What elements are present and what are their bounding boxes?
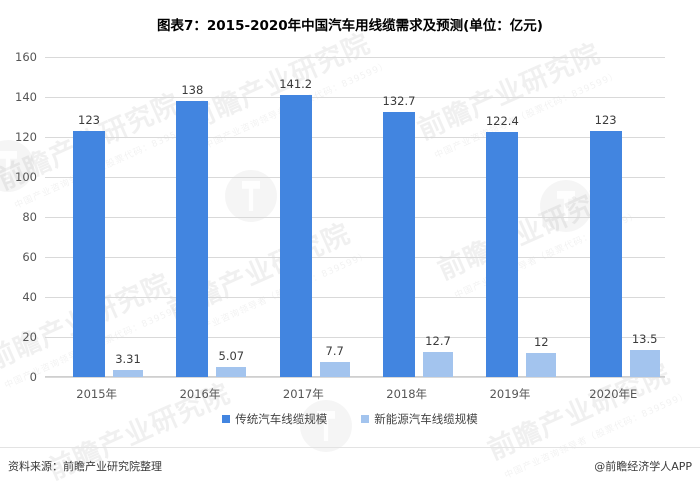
page-title: 图表7：2015-2020年中国汽车用线缆需求及预测(单位：亿元)	[157, 18, 543, 34]
gridline	[45, 377, 665, 378]
x-axis-tick-label: 2016年	[179, 387, 221, 401]
bar-group: 123 3.31	[45, 57, 148, 377]
gridline	[45, 257, 665, 258]
chart-legend: 传统汽车线缆规模 新能源汽车线缆规模	[0, 411, 700, 427]
x-axis-tick-cell: 2020年E	[562, 0, 665, 410]
x-axis-tick-label: 2019年	[489, 387, 531, 401]
bar[interactable]	[629, 350, 660, 377]
legend-item[interactable]: 传统汽车线缆规模	[222, 411, 327, 427]
bar-value-label: 7.7	[325, 343, 344, 358]
bar-value-label: 141.2	[279, 76, 313, 91]
bar-groups: 123 3.31 138 5.07 141.2 7.7 132.7 12.7 122.4 12 12…	[45, 57, 665, 377]
y-axis-tick-label: 0	[29, 370, 37, 384]
bar[interactable]	[589, 131, 622, 377]
bar-value-label: 123	[78, 113, 100, 127]
bar-value-label: 122.4	[485, 114, 519, 129]
y-axis-tick-label: 160	[15, 50, 37, 64]
x-axis-tick-label: 2018年	[386, 387, 428, 401]
gridline	[45, 297, 665, 298]
bar[interactable]	[176, 101, 209, 377]
bar[interactable]	[279, 94, 312, 377]
attribution-text: @前瞻经济学人APP	[594, 460, 692, 473]
x-axis-tick-label: 2020年E	[589, 387, 638, 401]
y-axis-tick-label: 60	[22, 250, 37, 264]
x-axis-tick-cell: 2016年	[148, 0, 251, 410]
bar-value-label: 132.7	[382, 93, 416, 108]
gridline	[45, 177, 665, 178]
bar[interactable]	[486, 132, 519, 377]
x-axis-tick-cell: 2018年	[355, 0, 458, 410]
footer: 资料来源：前瞻产业研究院整理 @前瞻经济学人APP	[0, 458, 700, 474]
legend-item[interactable]: 新能源汽车线缆规模	[361, 411, 478, 427]
bar[interactable]	[73, 131, 105, 377]
footer-divider	[0, 447, 700, 448]
legend-swatch-icon	[361, 415, 370, 423]
bar-group: 122.4 12	[458, 57, 561, 377]
bar-group: 141.2 7.7	[252, 57, 355, 377]
y-axis-tick-label: 140	[15, 90, 37, 104]
source-text: 资料来源：前瞻产业研究院整理	[8, 460, 162, 473]
gridline	[45, 337, 665, 338]
y-axis-tick-label: 20	[22, 330, 37, 344]
gridline	[45, 217, 665, 218]
y-axis-tick-label: 40	[22, 290, 37, 304]
legend-label: 新能源汽车线缆规模	[374, 412, 478, 426]
y-axis-tick-label: 120	[15, 130, 37, 144]
bar-group: 132.7 12.7	[355, 57, 458, 377]
x-axis-tick-cell: 2015年	[45, 0, 148, 410]
bar-value-label: 5.07	[218, 348, 245, 363]
bar[interactable]	[319, 361, 350, 377]
bar-value-label: 3.31	[115, 352, 141, 367]
x-axis-tick-label: 2017年	[282, 387, 324, 401]
bar[interactable]	[216, 366, 247, 377]
bar[interactable]	[382, 111, 415, 377]
bar-value-label: 12.7	[425, 333, 451, 348]
bar-group: 138 5.07	[148, 57, 251, 377]
y-axis-tick-label: 100	[15, 170, 37, 184]
legend-label: 传统汽车线缆规模	[235, 412, 328, 426]
plot-area	[45, 57, 665, 378]
x-axis-tick-label: 2015年	[76, 387, 118, 401]
gridline	[45, 97, 665, 98]
bar-value-label: 123	[594, 113, 617, 127]
y-axis-tick-label: 80	[22, 210, 37, 224]
bar[interactable]	[422, 351, 453, 377]
bar-value-label: 13.5	[631, 332, 658, 346]
gridline	[45, 57, 665, 58]
x-axis-tick-cell: 2019年	[458, 0, 561, 410]
bar-group: 123 13.5	[562, 57, 665, 377]
x-axis-ticks: 2015年 2016年 2017年 2018年 2019年 2020年E	[45, 0, 665, 410]
bar[interactable]	[113, 370, 143, 377]
bar-value-label: 12	[533, 335, 549, 349]
x-axis-tick-cell: 2017年	[252, 0, 355, 410]
gridline	[45, 137, 665, 138]
bar[interactable]	[526, 353, 557, 377]
x-axis-line	[45, 376, 665, 377]
legend-swatch-icon	[222, 415, 231, 423]
bar-value-label: 138	[181, 83, 204, 97]
